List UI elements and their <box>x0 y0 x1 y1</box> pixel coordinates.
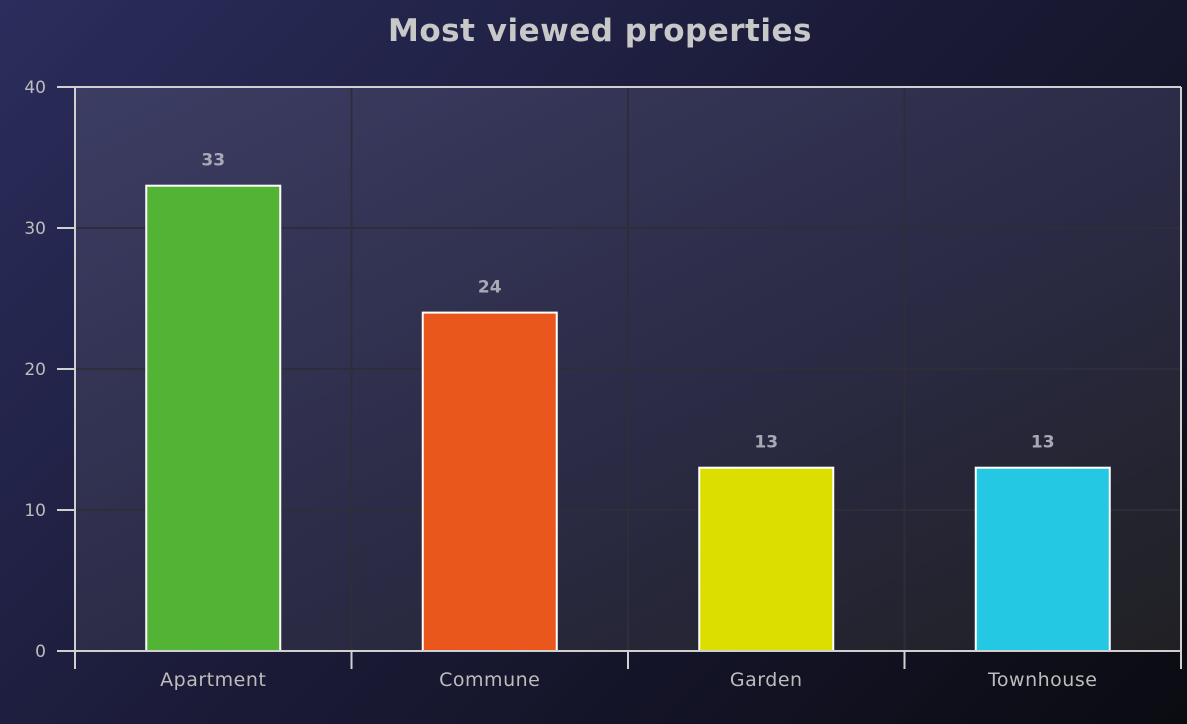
data-label: 24 <box>478 278 502 298</box>
bar-apartment <box>145 184 282 652</box>
y-tick-label: 0 <box>35 642 46 662</box>
x-tick-label: Commune <box>439 669 540 691</box>
data-label: 13 <box>1031 433 1055 453</box>
x-tick-label: Townhouse <box>987 669 1097 691</box>
y-tick-label: 20 <box>24 360 46 380</box>
bars <box>145 184 1111 653</box>
chart-title: Most viewed properties <box>388 13 812 49</box>
x-tick-label: Apartment <box>160 669 266 691</box>
data-label: 13 <box>754 433 778 453</box>
bar-townhouse <box>974 466 1111 653</box>
x-tick-label: Garden <box>730 669 803 691</box>
data-label: 33 <box>201 151 225 171</box>
y-tick-label: 10 <box>24 501 46 521</box>
axes <box>57 86 1182 669</box>
y-tick-label: 40 <box>24 78 46 98</box>
labels: 33 24 13 13 0 10 20 30 40 Apartment Commune Garden T… <box>24 78 1097 691</box>
bar-commune <box>421 311 558 652</box>
y-tick-label: 30 <box>24 219 46 239</box>
bar-garden <box>698 466 835 653</box>
